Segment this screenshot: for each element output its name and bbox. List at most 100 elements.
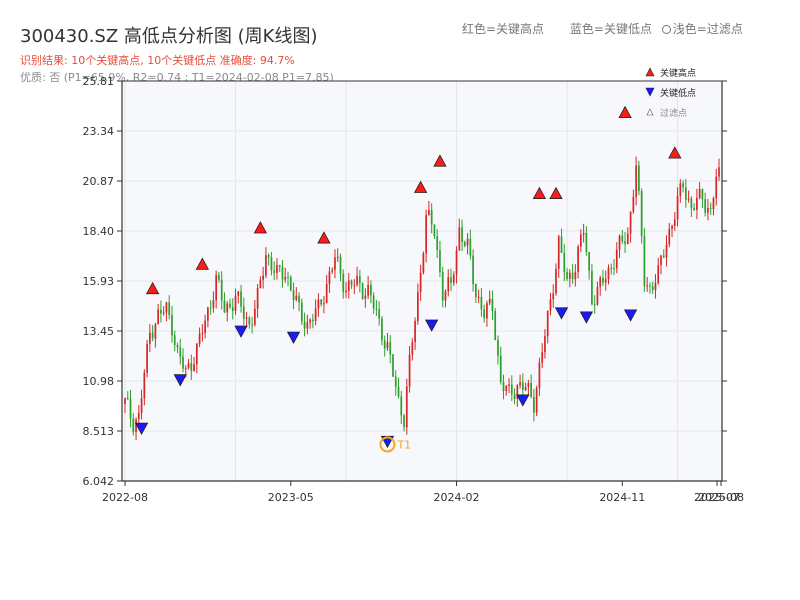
candle-body <box>671 225 673 229</box>
candle-body <box>287 276 289 278</box>
key-high-marker <box>413 180 428 193</box>
candle-body <box>610 267 613 269</box>
candle-body <box>184 368 187 370</box>
candle-body <box>709 208 712 210</box>
candle-body <box>223 300 226 313</box>
candle-body <box>626 233 629 244</box>
candle-body <box>342 273 345 293</box>
candle-body <box>157 309 160 325</box>
candle-body <box>649 285 651 287</box>
candle-body <box>400 396 403 416</box>
candle-body <box>491 298 494 312</box>
candle-body <box>624 241 626 244</box>
candle-body <box>195 343 198 365</box>
candle-body <box>530 382 532 398</box>
candle-body <box>602 277 604 283</box>
candle-body <box>149 332 151 344</box>
candle-body <box>690 198 693 209</box>
candle-body <box>654 283 657 290</box>
candles <box>124 156 720 440</box>
candle-body <box>292 290 295 300</box>
candle-body <box>361 283 364 299</box>
candle-body <box>651 286 654 290</box>
candle-body <box>220 279 223 301</box>
candle-body <box>461 227 463 242</box>
y-tick-label: 10.98 <box>83 375 115 388</box>
candle-body <box>643 236 646 286</box>
candle-body <box>168 302 171 316</box>
candle-body <box>480 296 483 310</box>
candle-body <box>259 279 262 288</box>
candle-body <box>538 362 541 389</box>
candle-body <box>497 339 499 356</box>
key-high-marker <box>549 186 563 199</box>
candle-body <box>364 295 367 299</box>
candle-body <box>693 208 695 211</box>
candle-body <box>270 257 273 271</box>
candle-body <box>176 345 179 348</box>
candle-body <box>124 397 126 404</box>
legend-filtered-icon <box>646 108 654 116</box>
result-line: 识别结果: 10个关键高点, 10个关键低点 准确度: 94.7% <box>20 54 295 67</box>
candle-body <box>416 292 419 322</box>
legend-low-label: 关键低点 <box>660 87 696 99</box>
candle-body <box>215 274 218 301</box>
candle-body <box>173 335 176 346</box>
candle-body <box>662 255 665 258</box>
candle-body <box>475 284 477 298</box>
candle-body <box>265 255 267 276</box>
candle-body <box>604 279 607 283</box>
candle-body <box>389 342 392 355</box>
candle-body <box>508 384 510 386</box>
candle-body <box>566 272 568 279</box>
candle-body <box>712 198 715 210</box>
candle-body <box>519 382 521 386</box>
candle-body <box>698 188 701 198</box>
candle-body <box>182 356 184 369</box>
key-high-marker <box>668 146 682 159</box>
legend-high-icon <box>645 67 655 77</box>
candle-body <box>309 319 311 323</box>
legend-high-label: 关键高点 <box>660 67 696 79</box>
candle-body <box>494 311 497 340</box>
candle-body <box>226 303 229 313</box>
candle-body <box>212 300 215 308</box>
candle-body <box>629 211 632 234</box>
candle-body <box>527 382 530 387</box>
candle-body <box>436 236 439 250</box>
candle-body <box>207 307 209 321</box>
candle-body <box>510 384 513 395</box>
candle-body <box>555 268 557 294</box>
candle-body <box>248 317 251 325</box>
candle-body <box>422 253 425 273</box>
candle-body <box>560 236 563 253</box>
candle-body <box>154 324 157 339</box>
candle-body <box>447 277 450 292</box>
key-high-marker <box>532 186 547 199</box>
candle-body <box>262 275 265 280</box>
candle-body <box>143 372 146 399</box>
candle-body <box>190 363 193 371</box>
candle-body <box>544 336 546 353</box>
candle-body <box>289 277 292 291</box>
key-high-marker <box>253 221 268 234</box>
candle-body <box>574 272 577 280</box>
candle-body <box>298 295 300 303</box>
candle-body <box>281 266 284 280</box>
candle-body <box>312 319 314 321</box>
candle-body <box>599 277 602 287</box>
candle-body <box>618 235 621 250</box>
candle-body <box>486 303 488 319</box>
y-tick-label: 8.513 <box>83 425 115 438</box>
candle-body <box>273 270 276 273</box>
candle-body <box>367 284 369 296</box>
key-high-marker <box>317 231 331 244</box>
candle-body <box>179 347 182 357</box>
x-tick-label: 2024-11 <box>599 491 645 504</box>
candle-body <box>284 276 287 280</box>
candle-body <box>513 394 516 399</box>
candle-body <box>430 210 433 225</box>
candle-body <box>140 398 143 413</box>
candle-body <box>577 246 579 273</box>
